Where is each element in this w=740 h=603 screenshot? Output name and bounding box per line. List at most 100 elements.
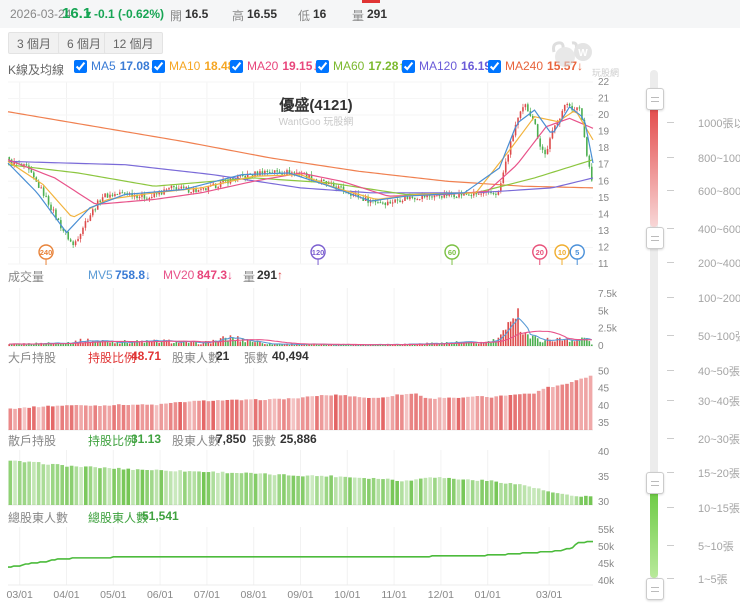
- ma-controls-row: K線及均線 MA5 17.08↓ MA10 18.48↓ MA20 19.15↓ MA60 1…: [0, 58, 640, 80]
- legend-tick: [667, 190, 674, 191]
- svg-text:W: W: [578, 48, 588, 59]
- open-value: 16.5: [185, 7, 209, 21]
- volume-value: 291: [367, 7, 388, 21]
- svg-text:08/01: 08/01: [241, 589, 267, 601]
- svg-text:50k: 50k: [598, 542, 615, 553]
- mv20-line: [9, 330, 592, 346]
- retail-sheets-value: 25,886: [280, 432, 317, 446]
- vol-label: 量: [243, 270, 256, 284]
- open-label: 開: [170, 9, 183, 23]
- mascot-badge: [574, 43, 592, 61]
- svg-text:2.5k: 2.5k: [598, 324, 618, 335]
- svg-text:20: 20: [536, 248, 544, 257]
- tab-6-months[interactable]: 6 個月: [58, 32, 111, 54]
- period-tabs: 3 個月 6 個月 12 個月: [0, 28, 740, 58]
- legend-tick: [667, 157, 674, 158]
- major-sheets-value: 40,494: [272, 349, 309, 363]
- major-holders-label: 股東人數: [172, 351, 221, 365]
- svg-text:04/01: 04/01: [53, 589, 79, 601]
- volume-header-row: 成交量 MV5 758.8 ↓ MV20 847.3 ↓ 量 291 ↑: [0, 268, 640, 285]
- volume-section-label: 成交量: [8, 270, 45, 284]
- ma-checkbox-ma10[interactable]: [152, 59, 165, 73]
- total-holders-line: [8, 540, 593, 568]
- ma-line-MA20: [7, 117, 594, 205]
- svg-text:55k: 55k: [598, 525, 615, 536]
- ma-row-title: K線及均線: [8, 63, 65, 77]
- ma-toggle-ma20[interactable]: MA20 19.15↓: [230, 59, 318, 73]
- ma-checkbox-ma120[interactable]: [402, 59, 415, 73]
- mv5-line: [9, 316, 592, 346]
- svg-text:40k: 40k: [598, 576, 615, 587]
- volume-label: 量: [352, 9, 365, 23]
- svg-text:10: 10: [558, 248, 566, 257]
- ma-checkbox-ma20[interactable]: [230, 59, 243, 73]
- ma-toggle-ma10[interactable]: MA10 18.48↓: [152, 59, 240, 73]
- holder-range-legend: 1000張以上 800~1000張 600~800張 400~600張 200~400張…: [645, 60, 740, 603]
- range-slider-handle-1[interactable]: [646, 88, 664, 110]
- total-value-label: 總股東人數: [88, 511, 149, 525]
- legend-tick: [667, 335, 674, 336]
- wantgoo-mascot-logo: W: [550, 40, 594, 75]
- total-value: 51,541: [142, 509, 179, 523]
- major-holders-panel: [8, 375, 593, 430]
- chart-title: 優盛(4121): [279, 97, 353, 114]
- retail-holders-value: 7,850: [216, 432, 247, 446]
- tab-12-months[interactable]: 12 個月: [104, 32, 163, 54]
- ma-checkbox-ma240[interactable]: [488, 59, 501, 73]
- legend-tick: [667, 370, 674, 371]
- legend-range-label: 10~15張: [698, 503, 740, 515]
- svg-text:40: 40: [598, 401, 610, 412]
- low-label: 低: [298, 9, 311, 23]
- ma-toggle-ma60[interactable]: MA60 17.28↑: [316, 59, 404, 73]
- svg-text:19: 19: [598, 127, 610, 138]
- logo-text: 玩股網: [592, 68, 620, 78]
- ma-label: MA60: [333, 59, 365, 73]
- legend-tick: [667, 297, 674, 298]
- range-slider-track[interactable]: [650, 70, 658, 598]
- svg-text:5k: 5k: [598, 306, 610, 317]
- svg-text:17: 17: [598, 160, 610, 171]
- top-tab-indicator: [362, 0, 380, 3]
- range-slider-handle-3[interactable]: [646, 472, 664, 494]
- high-label: 高: [232, 9, 245, 23]
- ma-label: MA20: [247, 59, 279, 73]
- tab-3-months[interactable]: 3 個月: [8, 32, 61, 54]
- quote-bar: 2026-03-24 16.1 ▼ -0.1 (-0.62%) 開 16.5 高…: [0, 0, 740, 29]
- range-slider-handle-4[interactable]: [646, 578, 664, 600]
- vol-value: 291 ↑: [257, 268, 284, 282]
- legend-range-label: 400~600張: [698, 224, 740, 236]
- ma-line-MA5: [7, 105, 594, 234]
- last-price: 16.1: [62, 5, 92, 22]
- svg-text:16: 16: [598, 176, 610, 187]
- legend-tick: [667, 472, 674, 473]
- ma-checkbox-ma60[interactable]: [316, 59, 329, 73]
- ma-badge-5: [569, 244, 585, 260]
- ma-badge-120: [310, 244, 326, 260]
- svg-text:35: 35: [598, 418, 610, 429]
- ma-toggle-ma240[interactable]: MA24015.57↓: [488, 59, 583, 73]
- svg-text:07/01: 07/01: [194, 589, 220, 601]
- ma-checkbox-ma5[interactable]: [74, 59, 87, 73]
- high-value: 16.55: [247, 7, 278, 21]
- ma-toggle-ma5[interactable]: MA5 17.08↓: [74, 59, 156, 73]
- legend-tick: [667, 400, 674, 401]
- ma-line-MA60: [7, 159, 594, 196]
- major-sheets-label: 張數: [244, 351, 269, 365]
- range-slider-handle-2[interactable]: [646, 227, 664, 249]
- legend-range-label: 1~5張: [698, 574, 728, 586]
- legend-range-label: 100~200張: [698, 293, 740, 305]
- ma-toggle-ma120[interactable]: MA120 16.19↑: [402, 59, 497, 73]
- svg-text:21: 21: [598, 94, 610, 105]
- svg-text:15: 15: [598, 193, 610, 204]
- legend-range-label: 30~40張: [698, 396, 740, 408]
- svg-text:120: 120: [312, 248, 325, 257]
- svg-text:14: 14: [598, 209, 610, 220]
- svg-text:01/01: 01/01: [475, 589, 501, 601]
- major-ratio-value: 48.71: [131, 349, 162, 363]
- legend-tick: [667, 228, 674, 229]
- retail-ratio-label: 持股比例: [88, 434, 137, 448]
- mascot-face: [555, 47, 575, 67]
- mv5-value: 758.8 ↓: [115, 268, 152, 282]
- legend-range-label: 40~50張: [698, 366, 740, 378]
